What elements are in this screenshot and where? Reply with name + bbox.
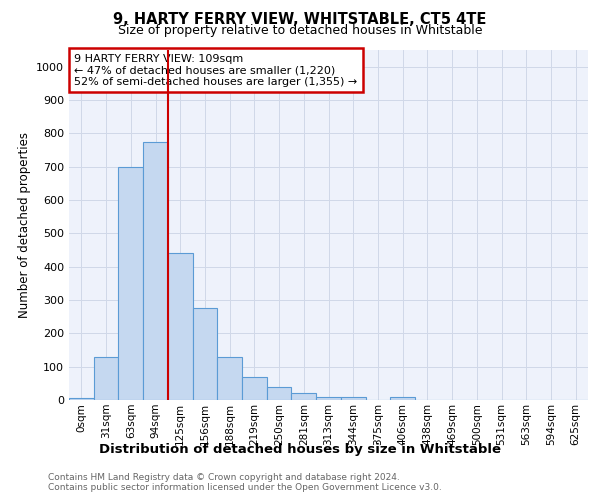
Text: Distribution of detached houses by size in Whitstable: Distribution of detached houses by size … xyxy=(99,442,501,456)
Bar xyxy=(217,356,242,400)
Text: Size of property relative to detached houses in Whitstable: Size of property relative to detached ho… xyxy=(118,24,482,37)
Bar xyxy=(94,358,118,400)
Bar xyxy=(118,166,143,400)
Bar xyxy=(316,396,341,400)
Text: 9 HARTY FERRY VIEW: 109sqm
← 47% of detached houses are smaller (1,220)
52% of s: 9 HARTY FERRY VIEW: 109sqm ← 47% of deta… xyxy=(74,54,358,86)
Bar xyxy=(292,394,316,400)
Bar xyxy=(168,254,193,400)
Bar xyxy=(390,396,415,400)
Text: Contains public sector information licensed under the Open Government Licence v3: Contains public sector information licen… xyxy=(48,484,442,492)
Bar xyxy=(341,396,365,400)
Bar xyxy=(69,398,94,400)
Text: Contains HM Land Registry data © Crown copyright and database right 2024.: Contains HM Land Registry data © Crown c… xyxy=(48,472,400,482)
Bar xyxy=(193,308,217,400)
Bar xyxy=(267,388,292,400)
Y-axis label: Number of detached properties: Number of detached properties xyxy=(17,132,31,318)
Bar xyxy=(143,142,168,400)
Bar xyxy=(242,376,267,400)
Text: 9, HARTY FERRY VIEW, WHITSTABLE, CT5 4TE: 9, HARTY FERRY VIEW, WHITSTABLE, CT5 4TE xyxy=(113,12,487,28)
